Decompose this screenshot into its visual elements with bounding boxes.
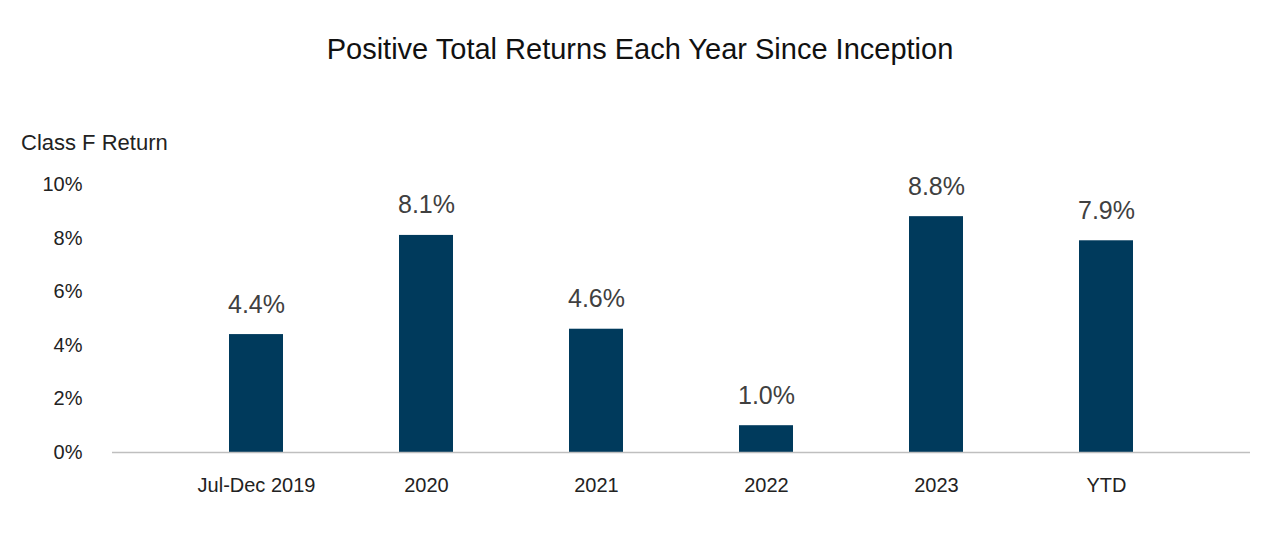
svg-text:2%: 2% <box>54 387 83 409</box>
svg-text:0%: 0% <box>54 441 83 463</box>
svg-text:2022: 2022 <box>744 474 789 496</box>
svg-text:2021: 2021 <box>574 474 619 496</box>
svg-text:8.1%: 8.1% <box>398 190 455 218</box>
svg-text:2020: 2020 <box>404 474 449 496</box>
svg-text:6%: 6% <box>54 280 83 302</box>
svg-text:1.0%: 1.0% <box>738 381 795 409</box>
html-text:Positive Total Returns Each Ye: Positive Total Returns Each Year Since I… <box>326 33 954 65</box>
svg-text:YTD: YTD <box>1087 474 1127 496</box>
svg-text:8.8%: 8.8% <box>908 172 965 200</box>
html-text:Class F Return: Class F Return <box>21 130 168 155</box>
svg-text:2023: 2023 <box>914 474 959 496</box>
svg-text:4.4%: 4.4% <box>228 290 285 318</box>
svg-text:8%: 8% <box>54 227 83 249</box>
svg-text:Jul-Dec 2019: Jul-Dec 2019 <box>198 474 316 496</box>
svg-text:10%: 10% <box>42 173 82 195</box>
svg-text:4.6%: 4.6% <box>568 284 625 312</box>
svg-text:7.9%: 7.9% <box>1078 196 1135 224</box>
svg-text:4%: 4% <box>54 334 83 356</box>
